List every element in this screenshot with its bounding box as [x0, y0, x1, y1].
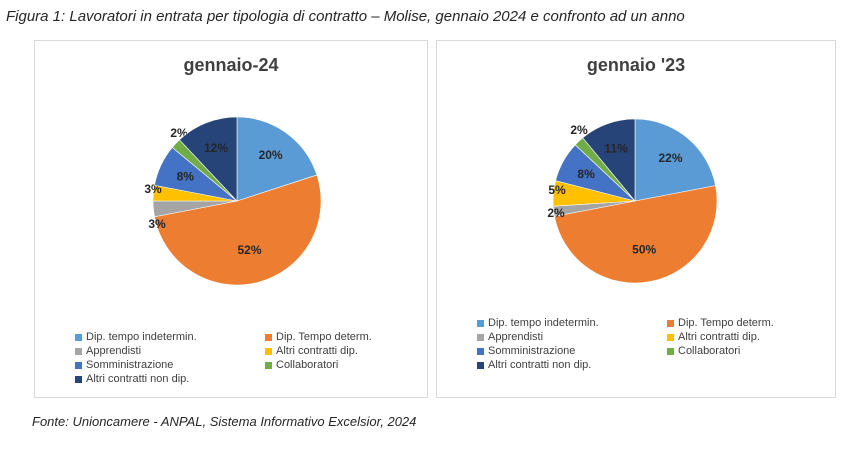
- legend-item-altri-contratti-dip: Altri contratti dip.: [667, 331, 760, 343]
- data-label-dip-tempo-indetermin: 20%: [259, 148, 283, 162]
- legend-label: Dip. Tempo determ.: [276, 331, 372, 343]
- legend-item-apprendisti: Apprendisti: [477, 331, 543, 343]
- legend-label: Altri contratti dip.: [276, 345, 358, 357]
- legend-swatch: [477, 361, 484, 369]
- data-label-somministrazione: 8%: [177, 170, 195, 184]
- data-label-collaboratori: 2%: [570, 123, 588, 137]
- legend-item-somministrazione: Somministrazione: [75, 359, 173, 371]
- legend-label: Dip. tempo indetermin.: [86, 331, 197, 343]
- legend-item-dip-tempo-indetermin: Dip. tempo indetermin.: [75, 331, 197, 343]
- legend-swatch: [477, 347, 484, 355]
- legend-swatch: [75, 361, 82, 369]
- legend-swatch: [477, 319, 484, 327]
- legend-swatch: [667, 333, 674, 341]
- legend-item-altri-contratti-dip: Altri contratti dip.: [265, 345, 358, 357]
- pie-slice-altri-contratti-non-dip: [582, 118, 636, 202]
- pie-slice-dip-tempo-determ: [154, 174, 322, 286]
- data-label-altri-contratti-non-dip: 11%: [604, 142, 628, 156]
- figure-title: Figura 1: Lavoratori in entrata per tipo…: [6, 8, 685, 25]
- legend-swatch: [75, 375, 82, 383]
- pie-chart-gennaio-24: 20%52%3%3%8%2%12%: [144, 116, 322, 286]
- legend-label: Dip. Tempo determ.: [678, 317, 774, 329]
- legend-label: Altri contratti dip.: [678, 331, 760, 343]
- legend-swatch: [265, 361, 272, 369]
- data-label-altri-contratti-non-dip: 12%: [204, 141, 228, 155]
- data-label-altri-contratti-dip: 5%: [548, 183, 566, 197]
- legend-swatch: [477, 333, 484, 341]
- legend-item-dip-tempo-indetermin: Dip. tempo indetermin.: [477, 317, 599, 329]
- legend-item-collaboratori: Collaboratori: [667, 345, 740, 357]
- legend-item-apprendisti: Apprendisti: [75, 345, 141, 357]
- chart-panel-gennaio-23: gennaio '23 22% 50% 2% 5% 8% 2% 11% Dip. tempo…: [436, 40, 836, 398]
- legend-swatch: [667, 347, 674, 355]
- pie-slice-dip-tempo-indetermin: [634, 118, 716, 202]
- legend-label: Somministrazione: [488, 345, 576, 357]
- legend-swatch: [265, 347, 272, 355]
- legend-label: Collaboratori: [276, 359, 339, 371]
- chart-title: gennaio-24: [183, 55, 279, 75]
- source-note: Fonte: Unioncamere - ANPAL, Sistema Info…: [32, 414, 417, 429]
- legend-label: Collaboratori: [678, 345, 741, 357]
- legend-item-collaboratori: Collaboratori: [265, 359, 338, 371]
- legend-item-altri-contratti-non-dip: Altri contratti non dip.: [477, 359, 591, 371]
- data-label-dip-tempo-determ: 50%: [632, 242, 656, 256]
- pie-slice-altri-contratti-non-dip: [179, 116, 238, 202]
- legend-swatch: [667, 319, 674, 327]
- legend-item-altri-contratti-non-dip: Altri contratti non dip.: [75, 373, 189, 385]
- legend-item-somministrazione: Somministrazione: [477, 345, 575, 357]
- pie-slice-dip-tempo-indetermin: [236, 116, 318, 202]
- legend-label: Somministrazione: [86, 359, 174, 371]
- legend-label: Altri contratti non dip.: [488, 359, 592, 371]
- data-label-dip-tempo-indetermin: 22%: [658, 151, 682, 165]
- legend-item-dip-tempo-determ: Dip. Tempo determ.: [265, 331, 372, 343]
- data-label-somministrazione: 8%: [577, 167, 595, 181]
- data-label-apprendisti: 3%: [148, 217, 166, 231]
- legend-swatch: [75, 347, 82, 355]
- data-label-apprendisti: 2%: [547, 206, 565, 220]
- legend-label: Apprendisti: [86, 345, 142, 357]
- pie-chart-gennaio-23: 22% 50% 2% 5% 8% 2% 11%: [547, 118, 718, 284]
- chart-title: gennaio '23: [586, 55, 686, 75]
- legend-label: Dip. tempo indetermin.: [488, 317, 599, 329]
- legend-swatch: [75, 333, 82, 341]
- legend-item-dip-tempo-determ: Dip. Tempo determ.: [667, 317, 774, 329]
- legend-label: Apprendisti: [488, 331, 544, 343]
- pie-slice-dip-tempo-determ: [554, 185, 718, 284]
- data-label-dip-tempo-determ: 52%: [237, 243, 261, 257]
- legend-swatch: [265, 333, 272, 341]
- chart-panel-gennaio-24: gennaio-24 20% 52% 3% 3% 8% 2% 12% Dip. tempo …: [34, 40, 428, 398]
- legend-label: Altri contratti non dip.: [86, 373, 190, 385]
